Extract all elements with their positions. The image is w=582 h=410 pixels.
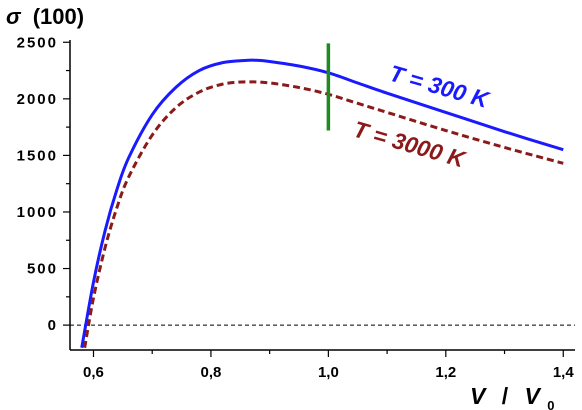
x-axis-numerator: V (470, 383, 487, 409)
y-axis-title: σ (100) (6, 4, 84, 29)
series-layer (80, 58, 564, 349)
x-tick-label: 1,2 (435, 364, 456, 381)
x-axis-title: V / V 0 (470, 383, 554, 410)
x-axis-separator: / (502, 383, 509, 409)
x-ticks: 0,6 0,8 1,0 1,2 1,4 (83, 350, 574, 381)
y-axis-suffix: (100) (33, 4, 84, 29)
y-tick-label: 2500 (17, 34, 58, 51)
x-axis-denominator: V (525, 383, 542, 409)
x-tick-label: 0,8 (201, 364, 222, 381)
y-tick-label: 1000 (17, 204, 58, 221)
series-line-1 (83, 80, 564, 348)
x-tick-label: 0,6 (83, 364, 104, 381)
series-label-3000k: T = 3000 K (351, 116, 469, 173)
x-tick-label: 1,0 (318, 364, 339, 381)
y-tick-label: 0 (48, 317, 58, 334)
x-axis-subscript: 0 (547, 398, 554, 410)
series-label-300k: T = 300 K (387, 60, 493, 113)
y-tick-label: 500 (27, 261, 58, 278)
x-tick-label: 1,4 (553, 364, 575, 381)
y-ticks: 0 500 1000 1500 2000 2500 (17, 34, 70, 334)
y-tick-label: 2000 (17, 91, 58, 108)
y-tick-label: 1500 (17, 147, 58, 164)
y-axis-symbol: σ (6, 4, 22, 29)
series-line-0 (80, 58, 564, 349)
